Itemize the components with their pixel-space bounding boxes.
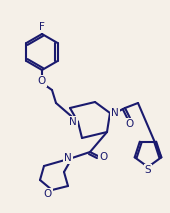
Text: S: S: [145, 165, 151, 175]
Text: O: O: [44, 189, 52, 199]
Text: N: N: [69, 117, 77, 127]
Text: N: N: [111, 108, 119, 118]
Text: F: F: [39, 22, 45, 32]
Text: O: O: [38, 76, 46, 86]
Text: O: O: [99, 152, 107, 162]
Text: O: O: [125, 119, 133, 129]
Text: N: N: [64, 153, 72, 163]
